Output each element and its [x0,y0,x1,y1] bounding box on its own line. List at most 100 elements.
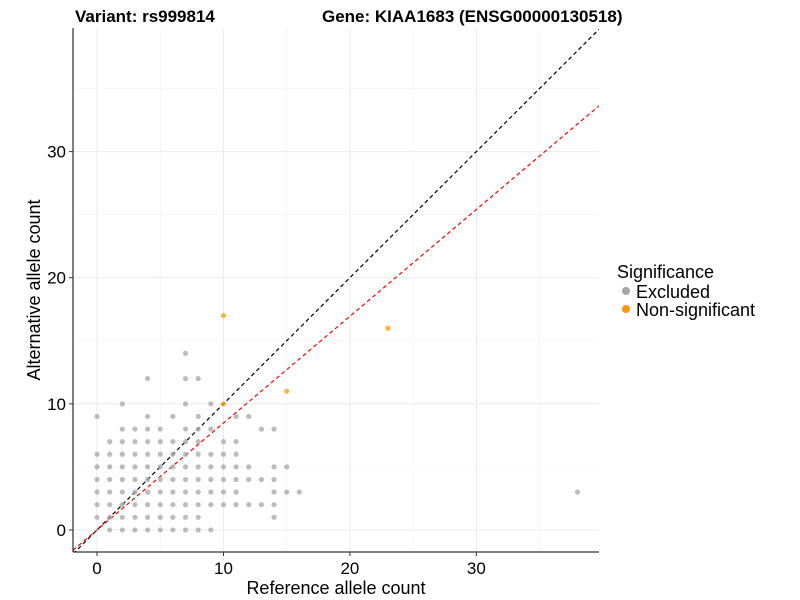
point-excluded [182,451,189,457]
point-excluded [246,476,252,483]
point-excluded [220,464,227,470]
point-excluded [233,439,239,445]
point-excluded [157,439,163,445]
y-tick-label: 20 [47,269,66,288]
point-non-significant [385,325,391,331]
point-excluded [157,451,163,457]
point-excluded [182,375,189,382]
point-excluded [170,514,176,520]
point-excluded [145,502,151,508]
point-excluded [145,527,151,533]
point-excluded [157,464,163,470]
point-excluded [107,527,113,533]
point-excluded [119,476,125,483]
ticks: 0 10 20 30 0 10 20 30 [47,143,486,578]
point-excluded [132,489,138,495]
point-excluded [233,464,239,470]
point-excluded [157,426,163,432]
point-excluded [195,489,201,495]
point-excluded [195,476,201,483]
point-excluded [271,426,277,432]
point-excluded [145,413,151,420]
point-excluded [258,476,264,483]
point-excluded [132,502,138,508]
point-excluded [195,464,201,470]
point-excluded [170,502,176,508]
point-excluded [119,514,125,520]
point-excluded [208,489,214,495]
point-excluded [208,464,214,470]
y-tick-label: 10 [47,395,66,414]
point-excluded [132,514,138,520]
chart-title-variant: Variant: rs999814 [75,7,215,26]
point-excluded [208,527,214,533]
point-non-significant [220,401,227,407]
point-excluded [220,502,227,508]
point-excluded [107,451,113,457]
point-excluded [119,401,125,407]
point-excluded [271,489,277,495]
point-excluded [195,514,201,520]
point-excluded [145,464,151,470]
legend-title: Significance [617,262,714,282]
point-excluded [220,439,227,445]
point-excluded [182,476,189,483]
point-excluded [107,464,113,470]
point-excluded [132,476,138,483]
point-excluded [94,476,100,483]
point-excluded [132,426,138,432]
grid [73,28,599,552]
point-excluded [284,489,290,495]
point-excluded [195,502,201,508]
legend-marker-non-significant [622,305,630,313]
point-excluded [220,476,227,483]
point-non-significant [220,312,227,319]
point-excluded [145,439,151,445]
point-excluded [107,476,113,483]
point-excluded [119,426,125,432]
x-axis-label: Reference allele count [246,578,425,598]
point-excluded [233,476,239,483]
line-fit [73,105,599,551]
point-excluded [182,502,189,508]
y-axis-label: Alternative allele count [24,199,44,380]
point-excluded [271,476,277,483]
point-excluded [233,502,239,508]
point-excluded [195,451,201,457]
point-excluded [208,401,214,407]
point-excluded [94,451,100,457]
x-tick-label: 10 [214,559,233,578]
line-identity [74,28,599,552]
point-excluded [170,451,176,457]
point-excluded [220,489,227,495]
point-excluded [195,426,201,432]
point-excluded [246,502,252,508]
point-excluded [233,413,239,420]
point-excluded [132,439,138,445]
point-excluded [182,464,189,470]
x-tick-label: 20 [340,559,359,578]
point-excluded [145,489,151,495]
point-excluded [182,426,189,432]
point-excluded [119,451,125,457]
point-excluded [170,489,176,495]
point-excluded [107,514,113,520]
point-excluded [119,464,125,470]
legend-marker-excluded [622,287,630,295]
point-excluded [258,502,264,508]
point-excluded [208,426,214,432]
point-excluded [170,413,176,420]
point-excluded [107,439,113,445]
point-excluded [170,464,176,470]
point-excluded [271,464,277,470]
point-excluded [182,489,189,495]
point-excluded [220,451,227,457]
point-excluded [195,527,201,533]
point-excluded [208,451,214,457]
point-excluded [246,413,252,420]
legend-label-excluded: Excluded [636,282,710,302]
point-excluded [271,514,277,520]
point-excluded [132,464,138,470]
point-excluded [271,502,277,508]
